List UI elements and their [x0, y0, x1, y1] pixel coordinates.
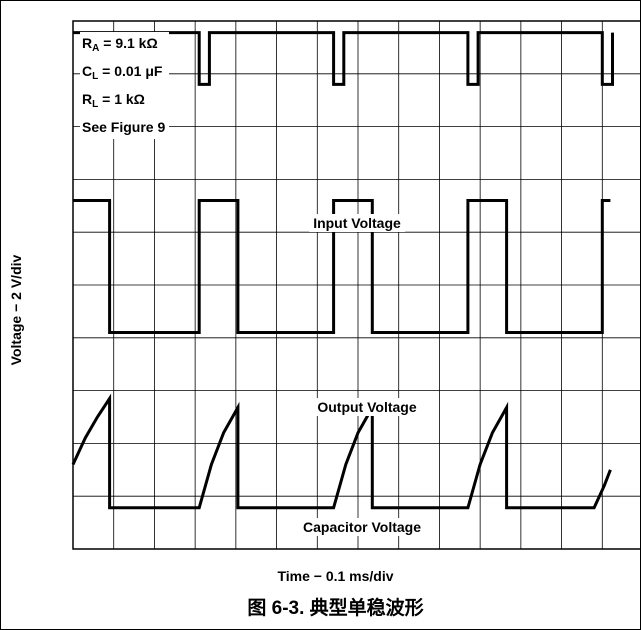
- input-voltage-label: Input Voltage: [309, 214, 405, 232]
- param-rl: RL = 1 kΩ: [82, 91, 145, 110]
- input-voltage-trace: [73, 31, 614, 86]
- param-see-figure: See Figure 9: [82, 119, 166, 135]
- capacitor-voltage-label: Capacitor Voltage: [299, 518, 425, 536]
- output-voltage-label: Output Voltage: [313, 398, 421, 416]
- figure-caption: 图 6-3. 典型单稳波形: [247, 598, 424, 619]
- circuit-parameters: RA = 9.1 kΩ CL = 0.01 μF RL = 1 kΩ See F…: [80, 32, 170, 139]
- capacitor-voltage-trace: [71, 393, 612, 510]
- param-cl: CL = 0.01 μF: [82, 63, 163, 82]
- x-axis-label: Time − 0.1 ms/div: [277, 568, 394, 584]
- output-voltage-trace: [73, 199, 611, 334]
- traces: [71, 31, 614, 510]
- param-ra: RA = 9.1 kΩ: [82, 35, 158, 54]
- plot-border: [72, 20, 641, 550]
